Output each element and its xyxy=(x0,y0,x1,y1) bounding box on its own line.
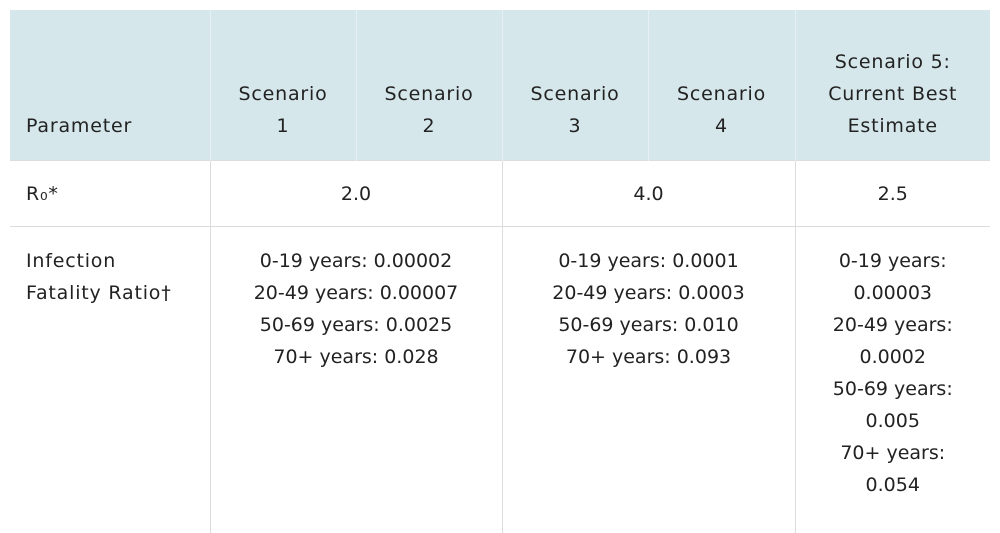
header-text: Scenario xyxy=(513,78,638,110)
value-line: 20-49 years: 0.0003 xyxy=(525,277,773,309)
header-text: 4 xyxy=(659,110,785,142)
value-cell: 2.0 xyxy=(210,161,502,227)
value-line: 50-69 years: 0.010 xyxy=(525,309,773,341)
page: {"table": { "header": [["Parameter"], ["… xyxy=(0,0,1000,496)
header-cell: Parameter xyxy=(10,10,210,161)
row-label: R₀* xyxy=(10,161,210,227)
header-text: Scenario xyxy=(221,78,346,110)
value-cell: 2.5 xyxy=(795,161,990,227)
header-text: 3 xyxy=(513,110,638,142)
header-text: Parameter xyxy=(26,110,200,142)
value-line: 70+ years: 0.093 xyxy=(525,341,773,373)
row-label: Infection Fatality Ratio† xyxy=(10,227,210,533)
header-text: 2 xyxy=(367,110,492,142)
value-line: 0-19 years: 0.0001 xyxy=(525,245,773,277)
value-line: 20-49 years: 0.00007 xyxy=(233,277,480,309)
value-line: 50-69 years: 0.0025 xyxy=(233,309,480,341)
value-cell: 4.0 xyxy=(502,161,795,227)
value-line: 0-19 years: 0.00003 xyxy=(818,245,969,309)
header-text: Scenario xyxy=(659,78,785,110)
value-line: 20-49 years: 0.0002 xyxy=(818,309,969,373)
header-text: Current Best xyxy=(806,78,981,110)
header-text: Estimate xyxy=(806,110,981,142)
header-text: 1 xyxy=(221,110,346,142)
value-line: 70+ years: 0.054 xyxy=(818,437,969,501)
table-row: Infection Fatality Ratio†0-19 years: 0.0… xyxy=(10,227,990,533)
header-text: Scenario xyxy=(367,78,492,110)
value-line: 70+ years: 0.028 xyxy=(233,341,480,373)
header-text: Scenario 5: xyxy=(806,46,981,78)
value-line: 0-19 years: 0.00002 xyxy=(233,245,480,277)
value-line: 50-69 years: 0.005 xyxy=(818,373,969,437)
